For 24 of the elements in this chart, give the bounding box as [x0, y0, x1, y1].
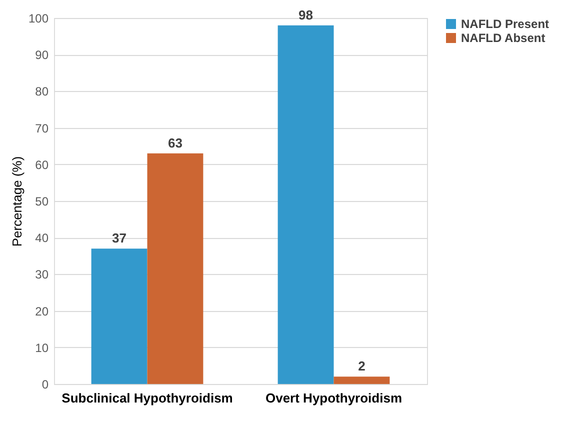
bar [334, 376, 390, 384]
x-tick-label: Overt Hypothyroidism [265, 390, 402, 406]
bar [278, 25, 334, 384]
data-label: 37 [112, 230, 127, 246]
y-tick-label: 10 [35, 340, 49, 355]
x-tick-label: Subclinical Hypothyroidism [62, 390, 233, 406]
y-axis-title: Percentage (%) [9, 156, 24, 247]
y-tick-label: 20 [35, 304, 49, 318]
data-label: 63 [168, 135, 182, 150]
legend-label: NAFLD Present [461, 17, 550, 31]
y-tick-label: 80 [35, 84, 49, 99]
y-tick-label: 60 [35, 158, 49, 172]
data-label: 2 [358, 358, 366, 374]
bar [91, 248, 148, 384]
bar [147, 153, 204, 384]
y-tick-label: 40 [35, 231, 49, 246]
y-tick-label: 100 [28, 12, 49, 26]
data-label: 98 [298, 7, 314, 22]
y-tick-label: 0 [42, 378, 49, 392]
legend-label: NAFLD Absent [461, 31, 546, 45]
y-tick-label: 70 [35, 121, 49, 136]
y-tick-label: 50 [35, 194, 49, 208]
y-tick-label: 30 [35, 268, 49, 282]
y-tick-label: 90 [35, 48, 49, 62]
